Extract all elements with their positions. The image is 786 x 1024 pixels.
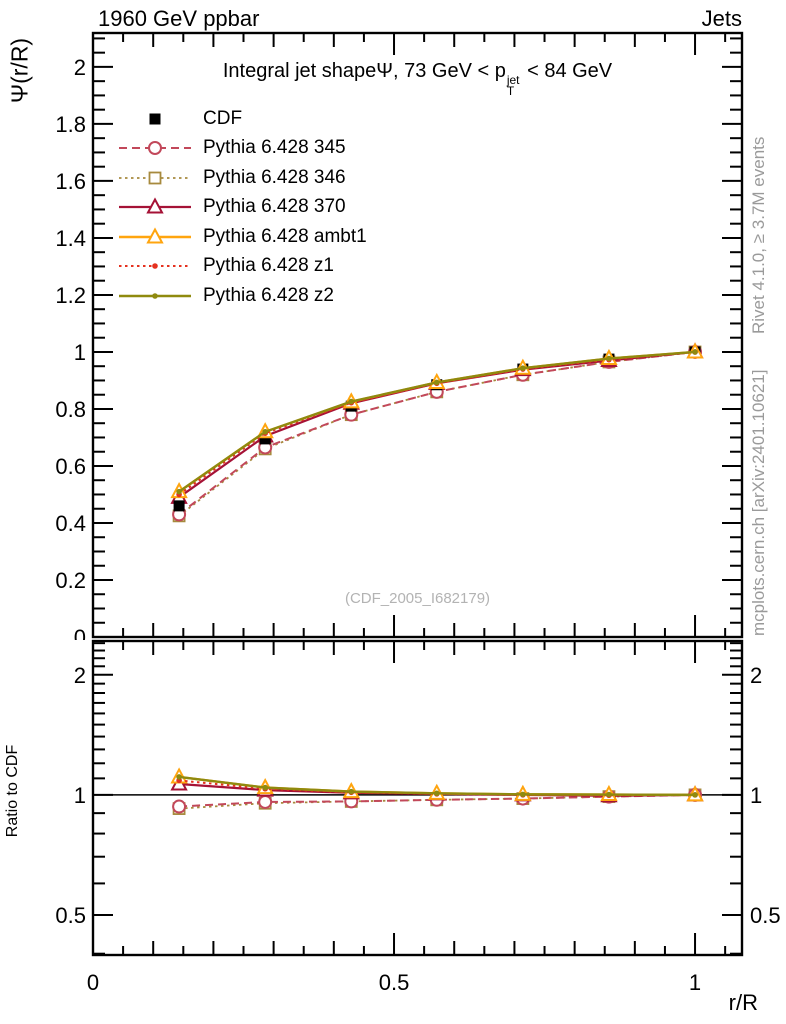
main-y-tick-label: 2 xyxy=(74,55,86,80)
ratio-tick-labels: 0.5 0.5 1 1 2 2 0 0.5 1 xyxy=(55,663,780,995)
legend-marker xyxy=(119,292,191,299)
main-y-tick-label: 1.6 xyxy=(55,169,86,194)
axis-tick-labels: 0 0.2 0.4 0.6 0.8 1 1.2 1.4 1.6 1.8 2 xyxy=(55,55,86,650)
legend-marker xyxy=(149,113,161,125)
series-pythia-6-428-345 xyxy=(172,344,703,522)
plot-title-left: Integral jet shapeΨ, 73 GeV < p xyxy=(222,60,506,82)
series-pythia-6-428-z1 xyxy=(176,349,698,498)
series-pythia-6-428-ambt1 xyxy=(170,342,704,499)
analysis-id-watermark: (CDF_2005_I682179) xyxy=(344,590,491,607)
series-cdf xyxy=(173,346,701,512)
main-y-tick-label: 0.2 xyxy=(55,568,86,593)
legend-item-cdf: CDF xyxy=(116,104,367,134)
main-y-tick-label: 1.4 xyxy=(55,226,86,251)
ratio-y-ticks xyxy=(93,642,742,955)
legend-label: Pythia 6.428 z1 xyxy=(203,255,334,277)
legend: CDF Pythia 6.428 345 Pythia 6.428 346 Pythi… xyxy=(116,104,367,311)
x-tick-label: 0.5 xyxy=(379,970,410,995)
series-pythia-6-428-z2 xyxy=(176,349,698,495)
main-y-tick-label: 0 xyxy=(74,625,86,650)
series-pythia-6-428-370 xyxy=(170,342,704,504)
legend-marker xyxy=(119,197,191,214)
legend-marker xyxy=(119,141,191,156)
beam-label: 1960 GeV ppbar xyxy=(98,6,260,31)
ratio-y-tick-label-right: 1 xyxy=(750,783,762,808)
series-pythia-6-428-z2 xyxy=(176,774,698,798)
ratio-y-tick-label: 1 xyxy=(74,783,86,808)
main-y-tick-label: 1 xyxy=(74,340,86,365)
x-tick-label: 0 xyxy=(87,970,99,995)
x-tick-label: 1 xyxy=(689,970,701,995)
legend-item-pythia-6-428-345: Pythia 6.428 345 xyxy=(116,134,367,164)
pt-subscript: T xyxy=(506,84,515,98)
analysis-group-label: Jets xyxy=(701,6,742,31)
main-y-tick-label: 0.4 xyxy=(55,511,86,536)
legend-marker xyxy=(119,227,191,244)
legend-label: CDF xyxy=(203,107,243,129)
main-y-ticks xyxy=(93,37,742,624)
ratio-y-tick-label: 2 xyxy=(74,663,86,688)
legend-marker xyxy=(119,263,191,270)
legend-label: Pythia 6.428 346 xyxy=(203,166,346,188)
main-y-tick-label: 0.6 xyxy=(55,454,86,479)
legend-label: Pythia 6.428 345 xyxy=(203,137,346,159)
legend-label: Pythia 6.428 z2 xyxy=(203,284,334,306)
legend-item-pythia-6-428-z2: Pythia 6.428 z2 xyxy=(116,281,367,311)
ratio-y-tick-label-right: 0.5 xyxy=(750,903,781,928)
legend-item-pythia-6-428-346: Pythia 6.428 346 xyxy=(116,163,367,193)
x-ticks xyxy=(122,33,727,955)
main-y-tick-label: 1.8 xyxy=(55,112,86,137)
ratio-frame xyxy=(91,639,744,957)
pt-jet-stack: jet T xyxy=(506,73,520,98)
series-pythia-6-428-346 xyxy=(172,345,702,523)
plot-title: Integral jet shapeΨ, 73 GeV < p jet T < 84… xyxy=(93,60,742,97)
main-y-tick-label: 1.2 xyxy=(55,283,86,308)
plot-title-right: < 84 GeV xyxy=(521,60,613,82)
ratio-y-tick-label-right: 2 xyxy=(750,663,762,688)
x-axis-title: r/R xyxy=(728,990,758,1015)
main-frame xyxy=(91,31,744,639)
legend-item-pythia-6-428-ambt1: Pythia 6.428 ambt1 xyxy=(116,222,367,252)
pt-superscript: jet xyxy=(506,73,520,87)
ratio-y-tick-label: 0.5 xyxy=(55,903,86,928)
legend-marker xyxy=(119,171,191,185)
main-y-tick-label: 0.8 xyxy=(55,397,86,422)
legend-label: Pythia 6.428 370 xyxy=(203,196,346,218)
legend-item-pythia-6-428-z1: Pythia 6.428 z1 xyxy=(116,252,367,282)
legend-label: Pythia 6.428 ambt1 xyxy=(203,225,367,247)
legend-item-pythia-6-428-370: Pythia 6.428 370 xyxy=(116,193,367,223)
